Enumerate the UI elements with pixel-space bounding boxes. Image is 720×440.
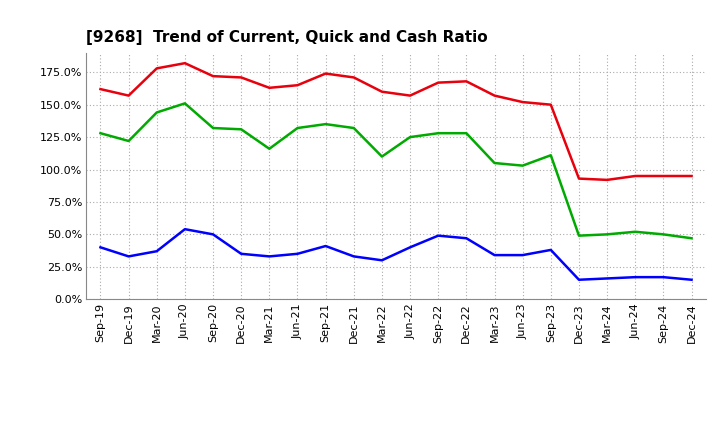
Current Ratio bbox=[321, 71, 330, 76]
Cash Ratio bbox=[406, 245, 415, 250]
Current Ratio bbox=[575, 176, 583, 181]
Cash Ratio bbox=[377, 258, 386, 263]
Current Ratio bbox=[659, 173, 667, 179]
Cash Ratio bbox=[631, 275, 639, 280]
Cash Ratio bbox=[181, 227, 189, 232]
Quick Ratio bbox=[490, 161, 499, 166]
Current Ratio bbox=[237, 75, 246, 80]
Line: Current Ratio: Current Ratio bbox=[101, 63, 691, 180]
Quick Ratio bbox=[153, 110, 161, 115]
Quick Ratio bbox=[518, 163, 527, 168]
Quick Ratio bbox=[434, 131, 443, 136]
Quick Ratio bbox=[575, 233, 583, 238]
Current Ratio bbox=[518, 99, 527, 105]
Line: Quick Ratio: Quick Ratio bbox=[101, 103, 691, 238]
Current Ratio bbox=[603, 177, 611, 183]
Cash Ratio bbox=[96, 245, 105, 250]
Quick Ratio bbox=[406, 135, 415, 140]
Quick Ratio bbox=[321, 121, 330, 127]
Quick Ratio bbox=[237, 127, 246, 132]
Cash Ratio bbox=[349, 254, 358, 259]
Current Ratio bbox=[96, 87, 105, 92]
Cash Ratio bbox=[575, 277, 583, 282]
Cash Ratio bbox=[237, 251, 246, 257]
Quick Ratio bbox=[293, 125, 302, 131]
Cash Ratio bbox=[659, 275, 667, 280]
Current Ratio bbox=[462, 79, 471, 84]
Quick Ratio bbox=[181, 101, 189, 106]
Quick Ratio bbox=[209, 125, 217, 131]
Current Ratio bbox=[406, 93, 415, 98]
Quick Ratio bbox=[96, 131, 105, 136]
Cash Ratio bbox=[265, 254, 274, 259]
Quick Ratio bbox=[546, 153, 555, 158]
Quick Ratio bbox=[631, 229, 639, 235]
Current Ratio bbox=[265, 85, 274, 91]
Current Ratio bbox=[209, 73, 217, 79]
Quick Ratio bbox=[349, 125, 358, 131]
Text: [9268]  Trend of Current, Quick and Cash Ratio: [9268] Trend of Current, Quick and Cash … bbox=[86, 29, 488, 45]
Current Ratio bbox=[125, 93, 133, 98]
Current Ratio bbox=[631, 173, 639, 179]
Current Ratio bbox=[293, 83, 302, 88]
Cash Ratio bbox=[209, 232, 217, 237]
Quick Ratio bbox=[687, 235, 696, 241]
Current Ratio bbox=[687, 173, 696, 179]
Current Ratio bbox=[153, 66, 161, 71]
Cash Ratio bbox=[518, 253, 527, 258]
Cash Ratio bbox=[546, 247, 555, 253]
Quick Ratio bbox=[462, 131, 471, 136]
Quick Ratio bbox=[377, 154, 386, 159]
Cash Ratio bbox=[125, 254, 133, 259]
Quick Ratio bbox=[265, 146, 274, 151]
Current Ratio bbox=[181, 61, 189, 66]
Cash Ratio bbox=[687, 277, 696, 282]
Cash Ratio bbox=[603, 276, 611, 281]
Quick Ratio bbox=[125, 138, 133, 143]
Cash Ratio bbox=[462, 235, 471, 241]
Quick Ratio bbox=[603, 232, 611, 237]
Cash Ratio bbox=[153, 249, 161, 254]
Cash Ratio bbox=[434, 233, 443, 238]
Cash Ratio bbox=[321, 243, 330, 249]
Cash Ratio bbox=[490, 253, 499, 258]
Current Ratio bbox=[490, 93, 499, 98]
Current Ratio bbox=[349, 75, 358, 80]
Line: Cash Ratio: Cash Ratio bbox=[101, 229, 691, 280]
Quick Ratio bbox=[659, 232, 667, 237]
Current Ratio bbox=[546, 102, 555, 107]
Current Ratio bbox=[377, 89, 386, 94]
Cash Ratio bbox=[293, 251, 302, 257]
Current Ratio bbox=[434, 80, 443, 85]
